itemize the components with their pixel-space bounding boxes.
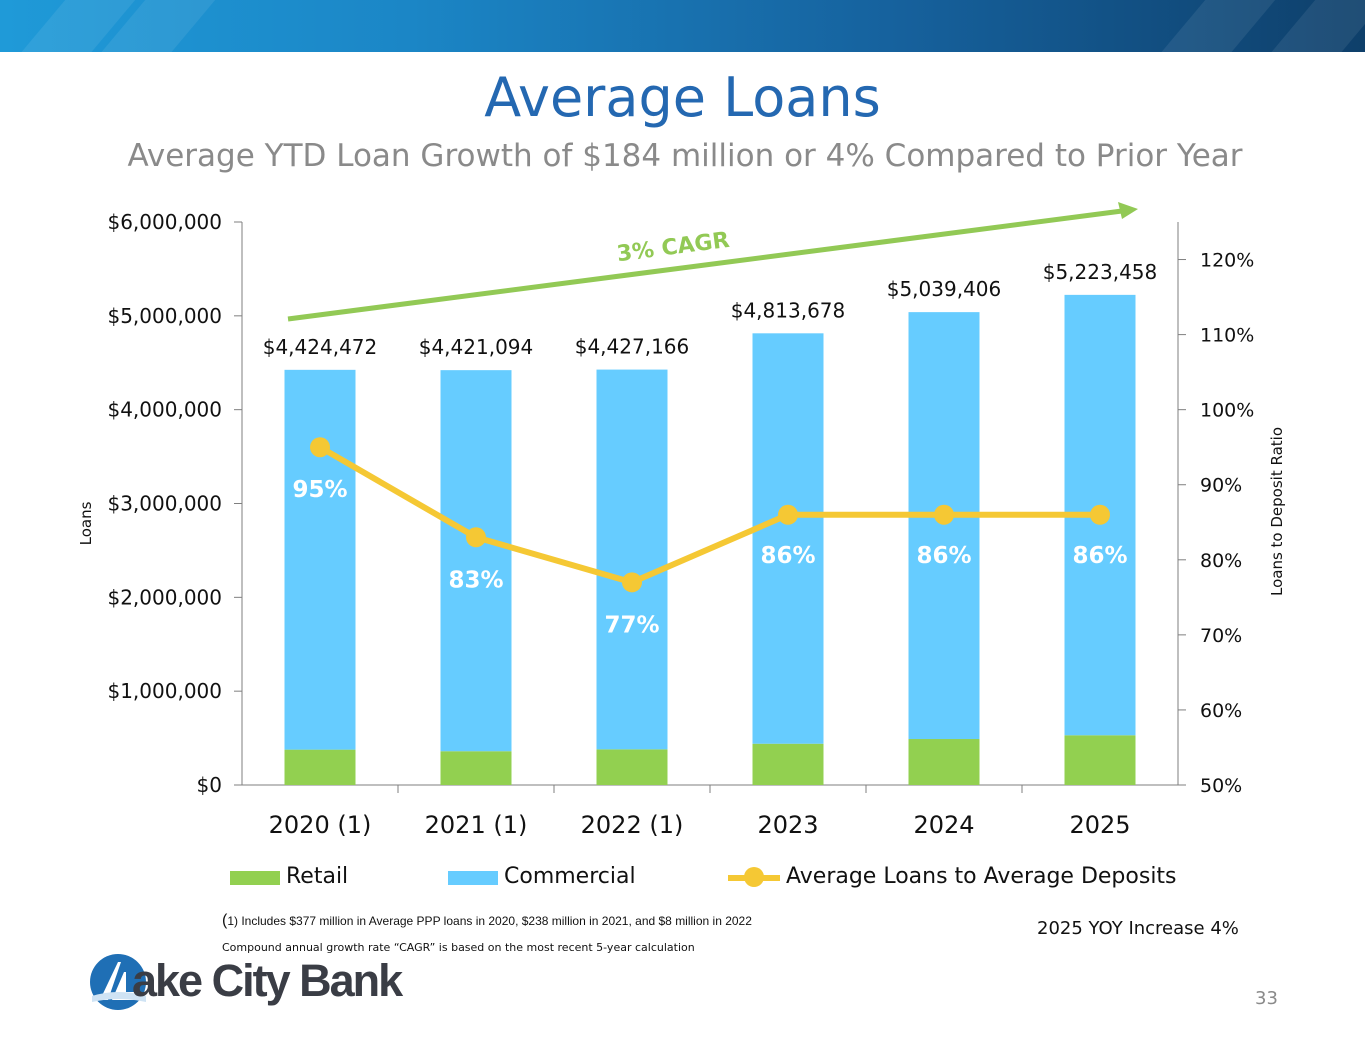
y2-tick-label: 110%	[1200, 325, 1254, 347]
bar-retail	[596, 749, 668, 785]
slide-subtitle: Average YTD Loan Growth of $184 million …	[127, 138, 1243, 174]
y-tick-label: $1,000,000	[107, 679, 222, 703]
bar-total-label: $4,424,472	[263, 335, 378, 359]
bar-total-label: $4,427,166	[575, 335, 690, 359]
cagr-arrow-line	[287, 208, 1123, 322]
y2-tick-label: 100%	[1200, 400, 1254, 422]
bar-retail	[908, 739, 980, 785]
bar-total-label: $5,039,406	[887, 277, 1002, 301]
ratio-point	[1090, 504, 1110, 525]
yoy-increase-note: 2025 YOY Increase 4%	[1037, 918, 1239, 939]
ratio-point	[622, 572, 642, 593]
bar-retail	[440, 751, 512, 785]
legend-swatch-commercial	[448, 871, 498, 885]
y2-axis-title: Loans to Deposit Ratio	[1268, 427, 1286, 596]
y-tick-label: $5,000,000	[107, 304, 222, 328]
legend-swatch-retail	[230, 871, 280, 885]
y2-tick-label: 90%	[1200, 475, 1242, 497]
ratio-label: 83%	[448, 567, 503, 593]
header-band	[0, 0, 1365, 52]
y-tick-label: $6,000,000	[107, 210, 222, 234]
bar-total-label: $4,813,678	[731, 298, 846, 322]
y-tick-label: $2,000,000	[107, 585, 222, 609]
logo-mark-icon	[90, 954, 146, 1010]
ratio-point	[310, 437, 330, 458]
ratio-point	[934, 504, 954, 525]
x-tick-label: 2024	[913, 811, 974, 839]
legend-label-ratio: Average Loans to Average Deposits	[786, 864, 1177, 889]
bar-retail	[752, 743, 824, 785]
y2-tick-label: 60%	[1200, 700, 1242, 722]
legend-label-commercial: Commercial	[504, 864, 636, 889]
x-tick-label: 2022 (1)	[581, 811, 684, 839]
ratio-line	[318, 444, 1100, 586]
y2-tick-label: 70%	[1200, 625, 1242, 647]
ratio-label: 77%	[604, 612, 659, 638]
cagr-annotation: 3% CAGR	[615, 228, 731, 267]
bar-commercial	[908, 312, 980, 740]
ratio-point	[466, 527, 486, 548]
footnote-ppp: (1) Includes $377 million in Average PPP…	[222, 912, 752, 929]
legend-marker-ratio	[744, 867, 764, 887]
ratio-label: 86%	[1072, 543, 1127, 569]
bar-retail	[284, 749, 356, 785]
y2-tick-label: 120%	[1200, 250, 1254, 272]
legend-label-retail: Retail	[286, 864, 349, 889]
lake-city-bank-logo: ake City Bank	[88, 950, 418, 1014]
x-tick-label: 2020 (1)	[269, 811, 372, 839]
page-number: 33	[1255, 988, 1278, 1009]
ratio-label: 86%	[916, 543, 971, 569]
bar-commercial	[284, 369, 356, 750]
x-tick-label: 2025	[1069, 811, 1130, 839]
bar-commercial	[596, 369, 668, 750]
bar-commercial	[752, 333, 824, 744]
slide-title: Average Loans	[484, 66, 881, 129]
y-tick-label: $3,000,000	[107, 492, 222, 516]
footnote-cagr: Compound annual growth rate “CAGR” is ba…	[222, 941, 695, 954]
cagr-arrow-head	[1118, 202, 1138, 219]
bar-retail	[1064, 735, 1136, 785]
logo-text: ake City Bank	[132, 955, 403, 1006]
ratio-label: 95%	[292, 477, 347, 503]
bar-total-label: $4,421,094	[419, 335, 534, 359]
bar-total-label: $5,223,458	[1043, 260, 1158, 284]
bar-commercial	[440, 370, 512, 752]
x-tick-label: 2021 (1)	[425, 811, 528, 839]
y-tick-label: $4,000,000	[107, 398, 222, 422]
x-tick-label: 2023	[757, 811, 818, 839]
y-tick-label: $0	[197, 773, 222, 797]
ratio-point	[778, 504, 798, 525]
ratio-label: 86%	[760, 543, 815, 569]
y2-tick-label: 50%	[1200, 775, 1242, 797]
y2-tick-label: 80%	[1200, 550, 1242, 572]
y-axis-title: Loans	[77, 501, 95, 545]
